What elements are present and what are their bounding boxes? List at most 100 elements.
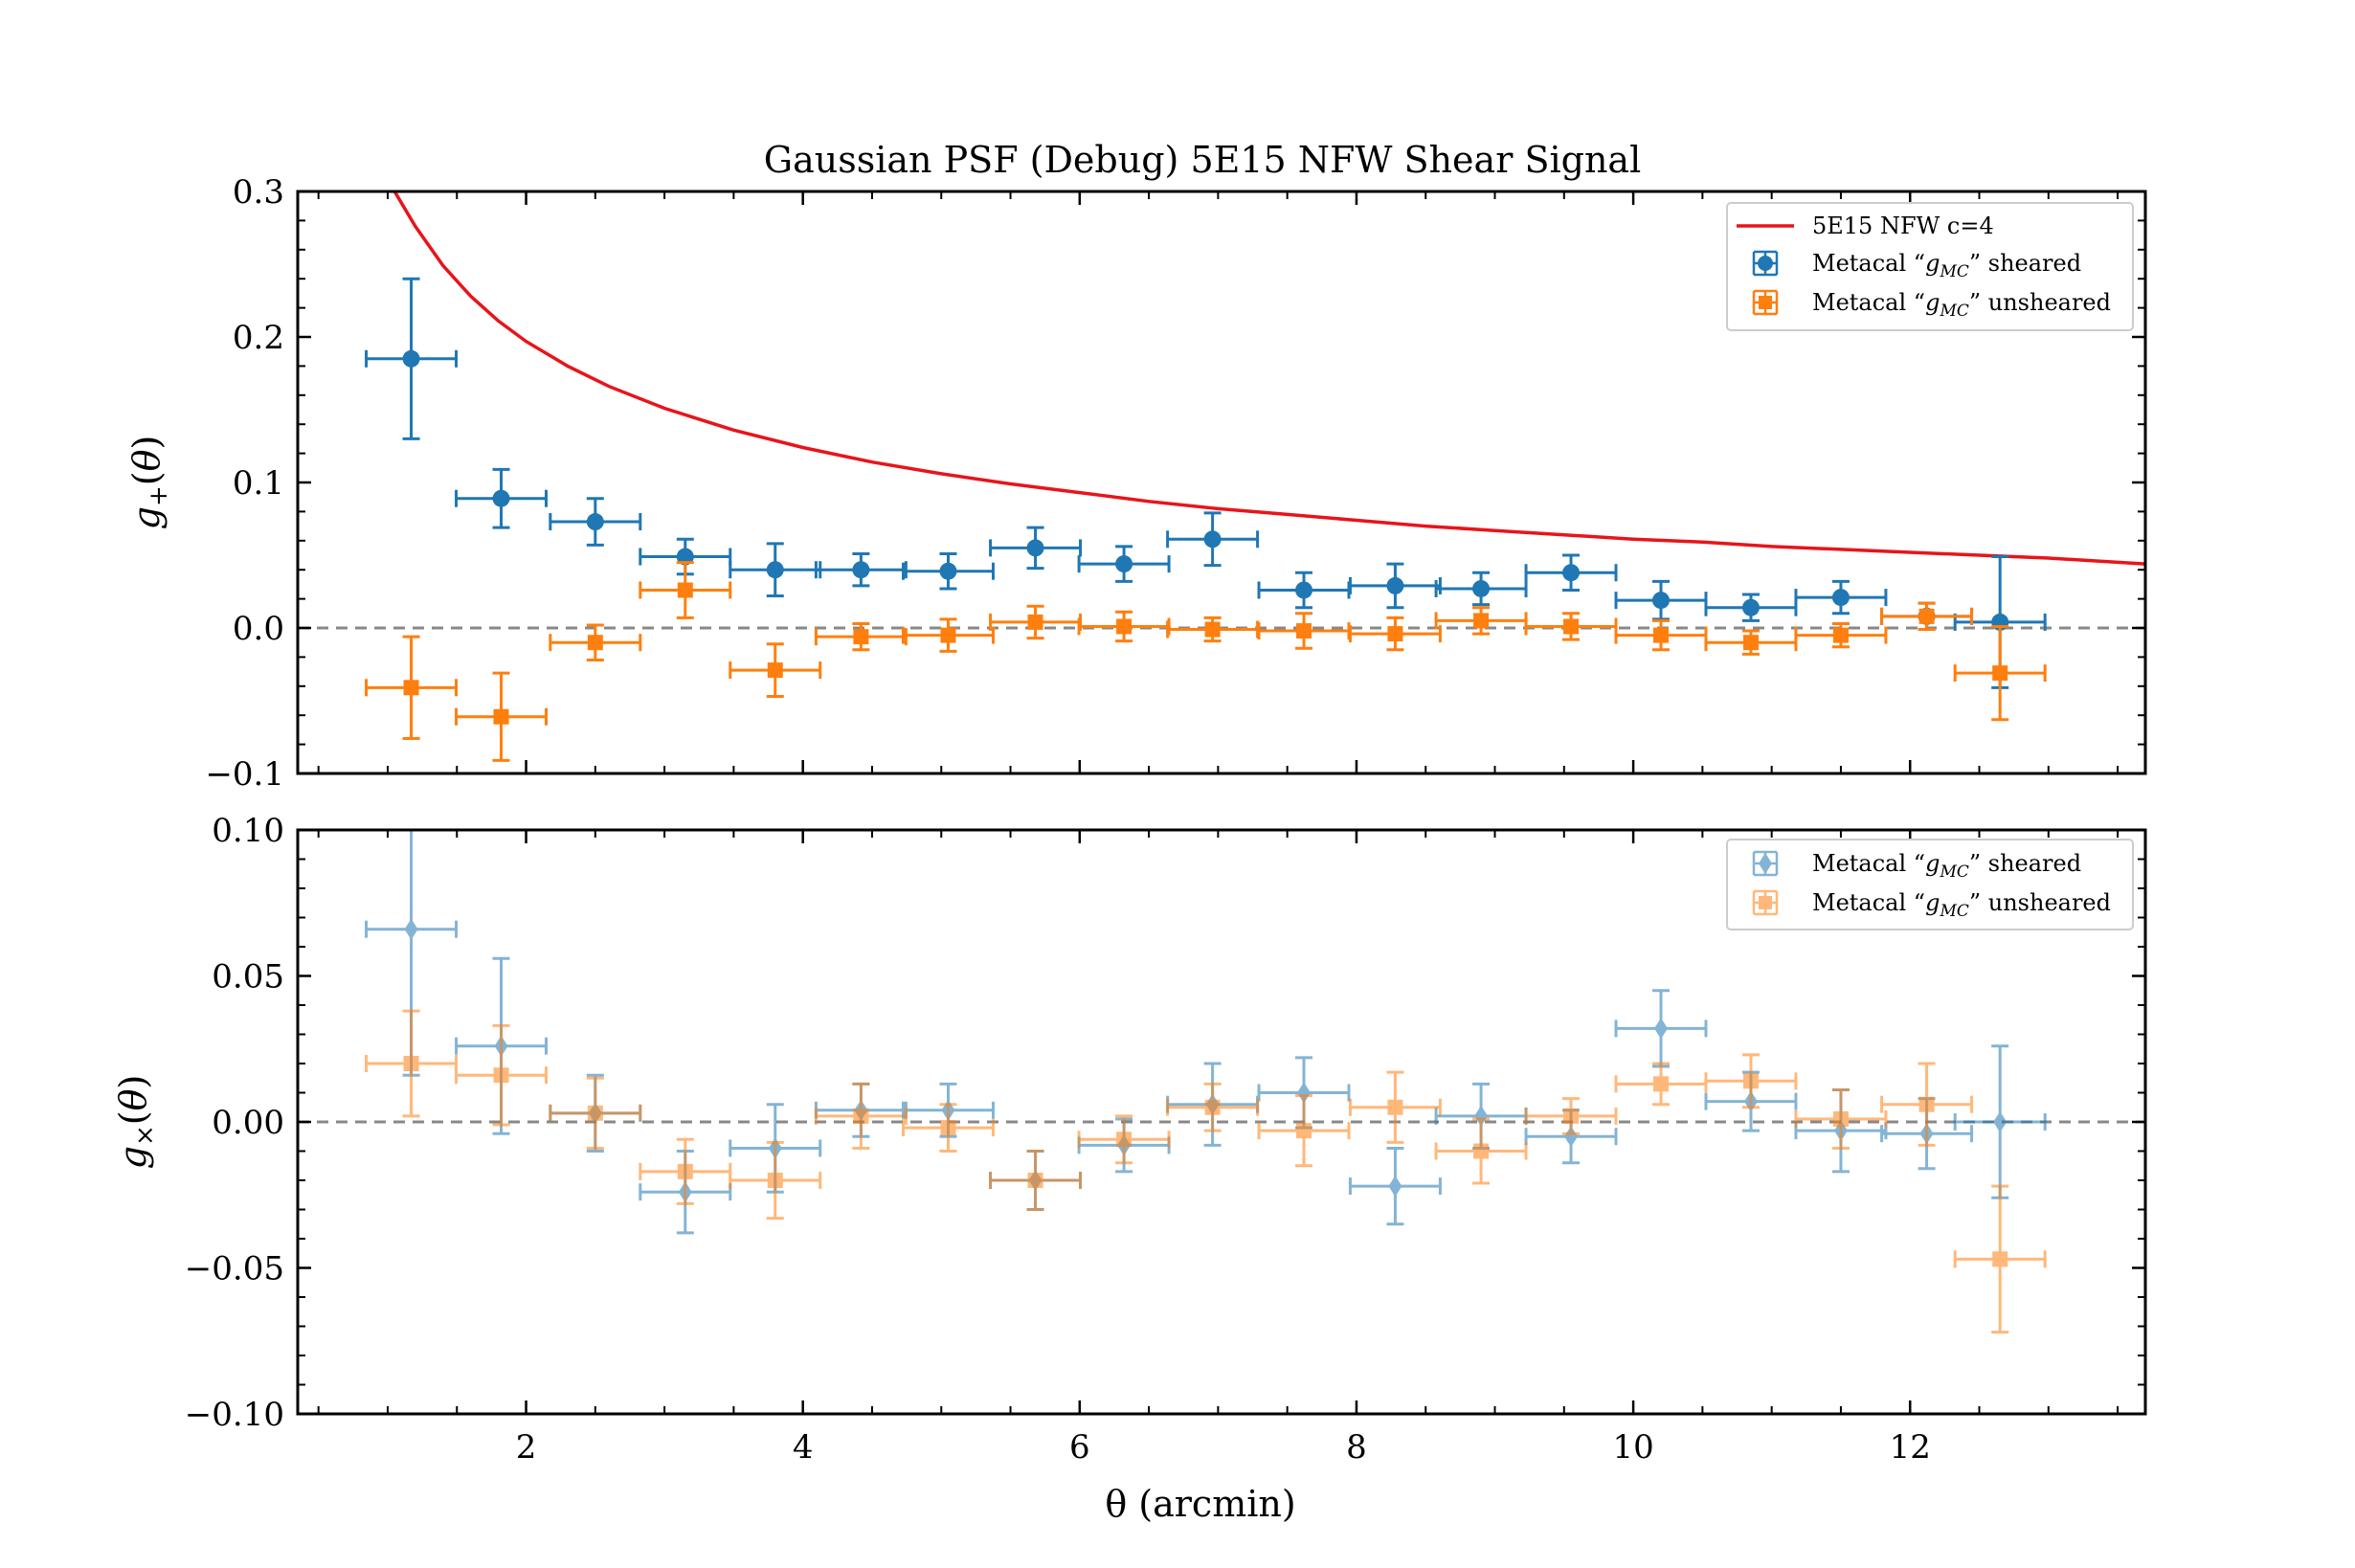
top-ytick-label: −0.1 <box>205 755 284 794</box>
top-ytick-label: 0.0 <box>233 610 284 648</box>
xtick-label: 2 <box>516 1428 537 1467</box>
bottom-unsheared-point <box>1077 1114 1171 1165</box>
top-unsheared-point <box>1953 624 2047 722</box>
top-sheared-point <box>455 467 549 529</box>
top-sheared-point <box>365 277 459 440</box>
top-sheared-point <box>1434 571 1528 607</box>
bottom-ytick-label: 0.00 <box>212 1104 284 1142</box>
top-legend-box <box>1726 202 2134 331</box>
bottom-unsheared-point <box>1704 1053 1798 1109</box>
nfw-model-curve <box>392 190 2146 566</box>
bottom-y-axis-label: g×(θ) <box>112 1075 160 1170</box>
top-sheared-point <box>1794 579 1888 616</box>
bottom-legend-box <box>1726 839 2134 930</box>
top-unsheared-point <box>989 604 1083 640</box>
bottom-legend-entry-sheared <box>1752 850 1779 877</box>
top-unsheared-point <box>455 671 549 762</box>
xtick-label: 4 <box>793 1428 814 1467</box>
bottom-unsheared-point <box>1794 1087 1888 1150</box>
bottom-unsheared-point <box>1614 1062 1708 1107</box>
bottom-unsheared-point <box>901 1103 995 1153</box>
bottom-panel: −0.10 −0.05 0.00 0.05 0.10 2 4 6 8 10 12 g×(θ) θ (… <box>112 812 2147 1525</box>
top-panel: −0.10.00.10.20.3 g+(θ) 5E15 NFW c=4 M <box>125 173 2147 794</box>
top-sheared-point <box>814 551 908 588</box>
chart-title: Gaussian PSF (Debug) 5E15 NFW Shear Sign… <box>764 139 1642 181</box>
bottom-legend-unsheared-swatch <box>1752 889 1779 916</box>
bottom-sheared-point <box>1614 989 1708 1068</box>
xtick-label: 12 <box>1890 1428 1931 1467</box>
top-data-layer <box>365 277 2047 762</box>
top-legend-entry-unsheared: Metacal “gMC” unsheared <box>1752 289 2111 321</box>
top-legend-unsheared-swatch <box>1752 289 1779 316</box>
bottom-unsheared-point <box>549 1076 642 1150</box>
top-unsheared-point <box>814 621 908 652</box>
top-y-axis-label: g+(θ) <box>125 436 173 530</box>
top-sheared-point <box>989 526 1083 571</box>
top-unsheared-point <box>1434 606 1528 636</box>
bottom-axis-layer: −0.10 −0.05 0.00 0.05 0.10 2 4 6 8 10 12 <box>185 812 2145 1467</box>
top-unsheared-point <box>1880 601 1974 632</box>
xtick-label: 10 <box>1612 1428 1653 1467</box>
bottom-unsheared-point <box>365 1009 459 1118</box>
top-unsheared-point <box>1166 616 1260 643</box>
bottom-unsheared-point <box>1166 1082 1260 1132</box>
x-axis-label: θ (arcmin) <box>1105 1483 1295 1525</box>
top-unsheared-point <box>1257 612 1351 650</box>
top-unsheared-point <box>729 642 822 698</box>
bottom-legend-sheared-swatch <box>1752 850 1779 877</box>
top-unsheared-point <box>1704 629 1798 656</box>
top-ytick-label: 0.3 <box>233 173 284 212</box>
top-sheared-point <box>1257 571 1351 610</box>
top-sheared-point <box>1524 553 1618 592</box>
bottom-legend-sheared-label: Metacal “gMC” sheared <box>1812 850 2081 882</box>
top-legend-model-label: 5E15 NFW c=4 <box>1812 213 1994 239</box>
top-unsheared-point <box>1348 616 1442 652</box>
top-unsheared-point <box>1794 621 1888 649</box>
bottom-unsheared-point <box>989 1150 1083 1211</box>
top-unsheared-point <box>639 561 732 619</box>
top-unsheared-point <box>365 635 459 741</box>
top-series-unsheared <box>365 561 2047 762</box>
bottom-unsheared-point <box>1348 1070 1442 1144</box>
top-sheared-point <box>1348 562 1442 610</box>
bottom-unsheared-point <box>455 1023 549 1127</box>
bottom-sheared-point <box>1348 1146 1442 1226</box>
bottom-unsheared-point <box>1880 1062 1974 1147</box>
top-unsheared-point <box>549 623 642 661</box>
bottom-ytick-label: −0.10 <box>185 1396 284 1434</box>
bottom-legend: Metacal “gMC” sheared Metacal “gMC” unsh… <box>1726 839 2134 930</box>
bottom-legend-unsheared-label: Metacal “gMC” unsheared <box>1812 889 2111 921</box>
bottom-unsheared-point <box>639 1137 732 1205</box>
bottom-ytick-label: 0.05 <box>212 958 284 997</box>
top-sheared-point <box>1166 511 1260 568</box>
bottom-legend-entry-unsheared <box>1752 889 1779 916</box>
bottom-unsheared-point <box>1953 1184 2047 1334</box>
top-legend-entry-sheared: Metacal “gMC” sheared <box>1752 250 2081 281</box>
top-unsheared-point <box>1614 618 1708 652</box>
top-ytick-label: 0.2 <box>233 319 284 357</box>
top-sheared-point <box>1614 579 1708 621</box>
bottom-unsheared-point <box>1524 1097 1618 1135</box>
xtick-label: 6 <box>1069 1428 1090 1467</box>
xtick-label: 8 <box>1346 1428 1367 1467</box>
top-sheared-point <box>1704 593 1798 622</box>
top-ytick-label: 0.1 <box>233 464 284 503</box>
bottom-unsheared-point <box>1434 1117 1528 1185</box>
top-sheared-point <box>1077 545 1171 583</box>
top-sheared-point <box>729 542 822 598</box>
top-unsheared-point <box>1524 612 1618 641</box>
top-sheared-point <box>549 497 642 547</box>
bottom-unsheared-point <box>729 1140 822 1221</box>
top-unsheared-point <box>901 617 995 653</box>
top-legend-sheared-swatch <box>1752 250 1779 277</box>
top-model-layer <box>392 190 2146 566</box>
top-unsheared-point <box>1077 610 1171 643</box>
top-legend-sheared-label: Metacal “gMC” sheared <box>1812 250 2081 281</box>
bottom-unsheared-point <box>1257 1094 1351 1168</box>
bottom-series-unsheared <box>365 1009 2047 1334</box>
top-sheared-point <box>901 551 995 591</box>
bottom-unsheared-point <box>814 1082 908 1150</box>
top-legend-unsheared-label: Metacal “gMC” unsheared <box>1812 289 2111 321</box>
bottom-ytick-label: 0.10 <box>212 812 284 850</box>
